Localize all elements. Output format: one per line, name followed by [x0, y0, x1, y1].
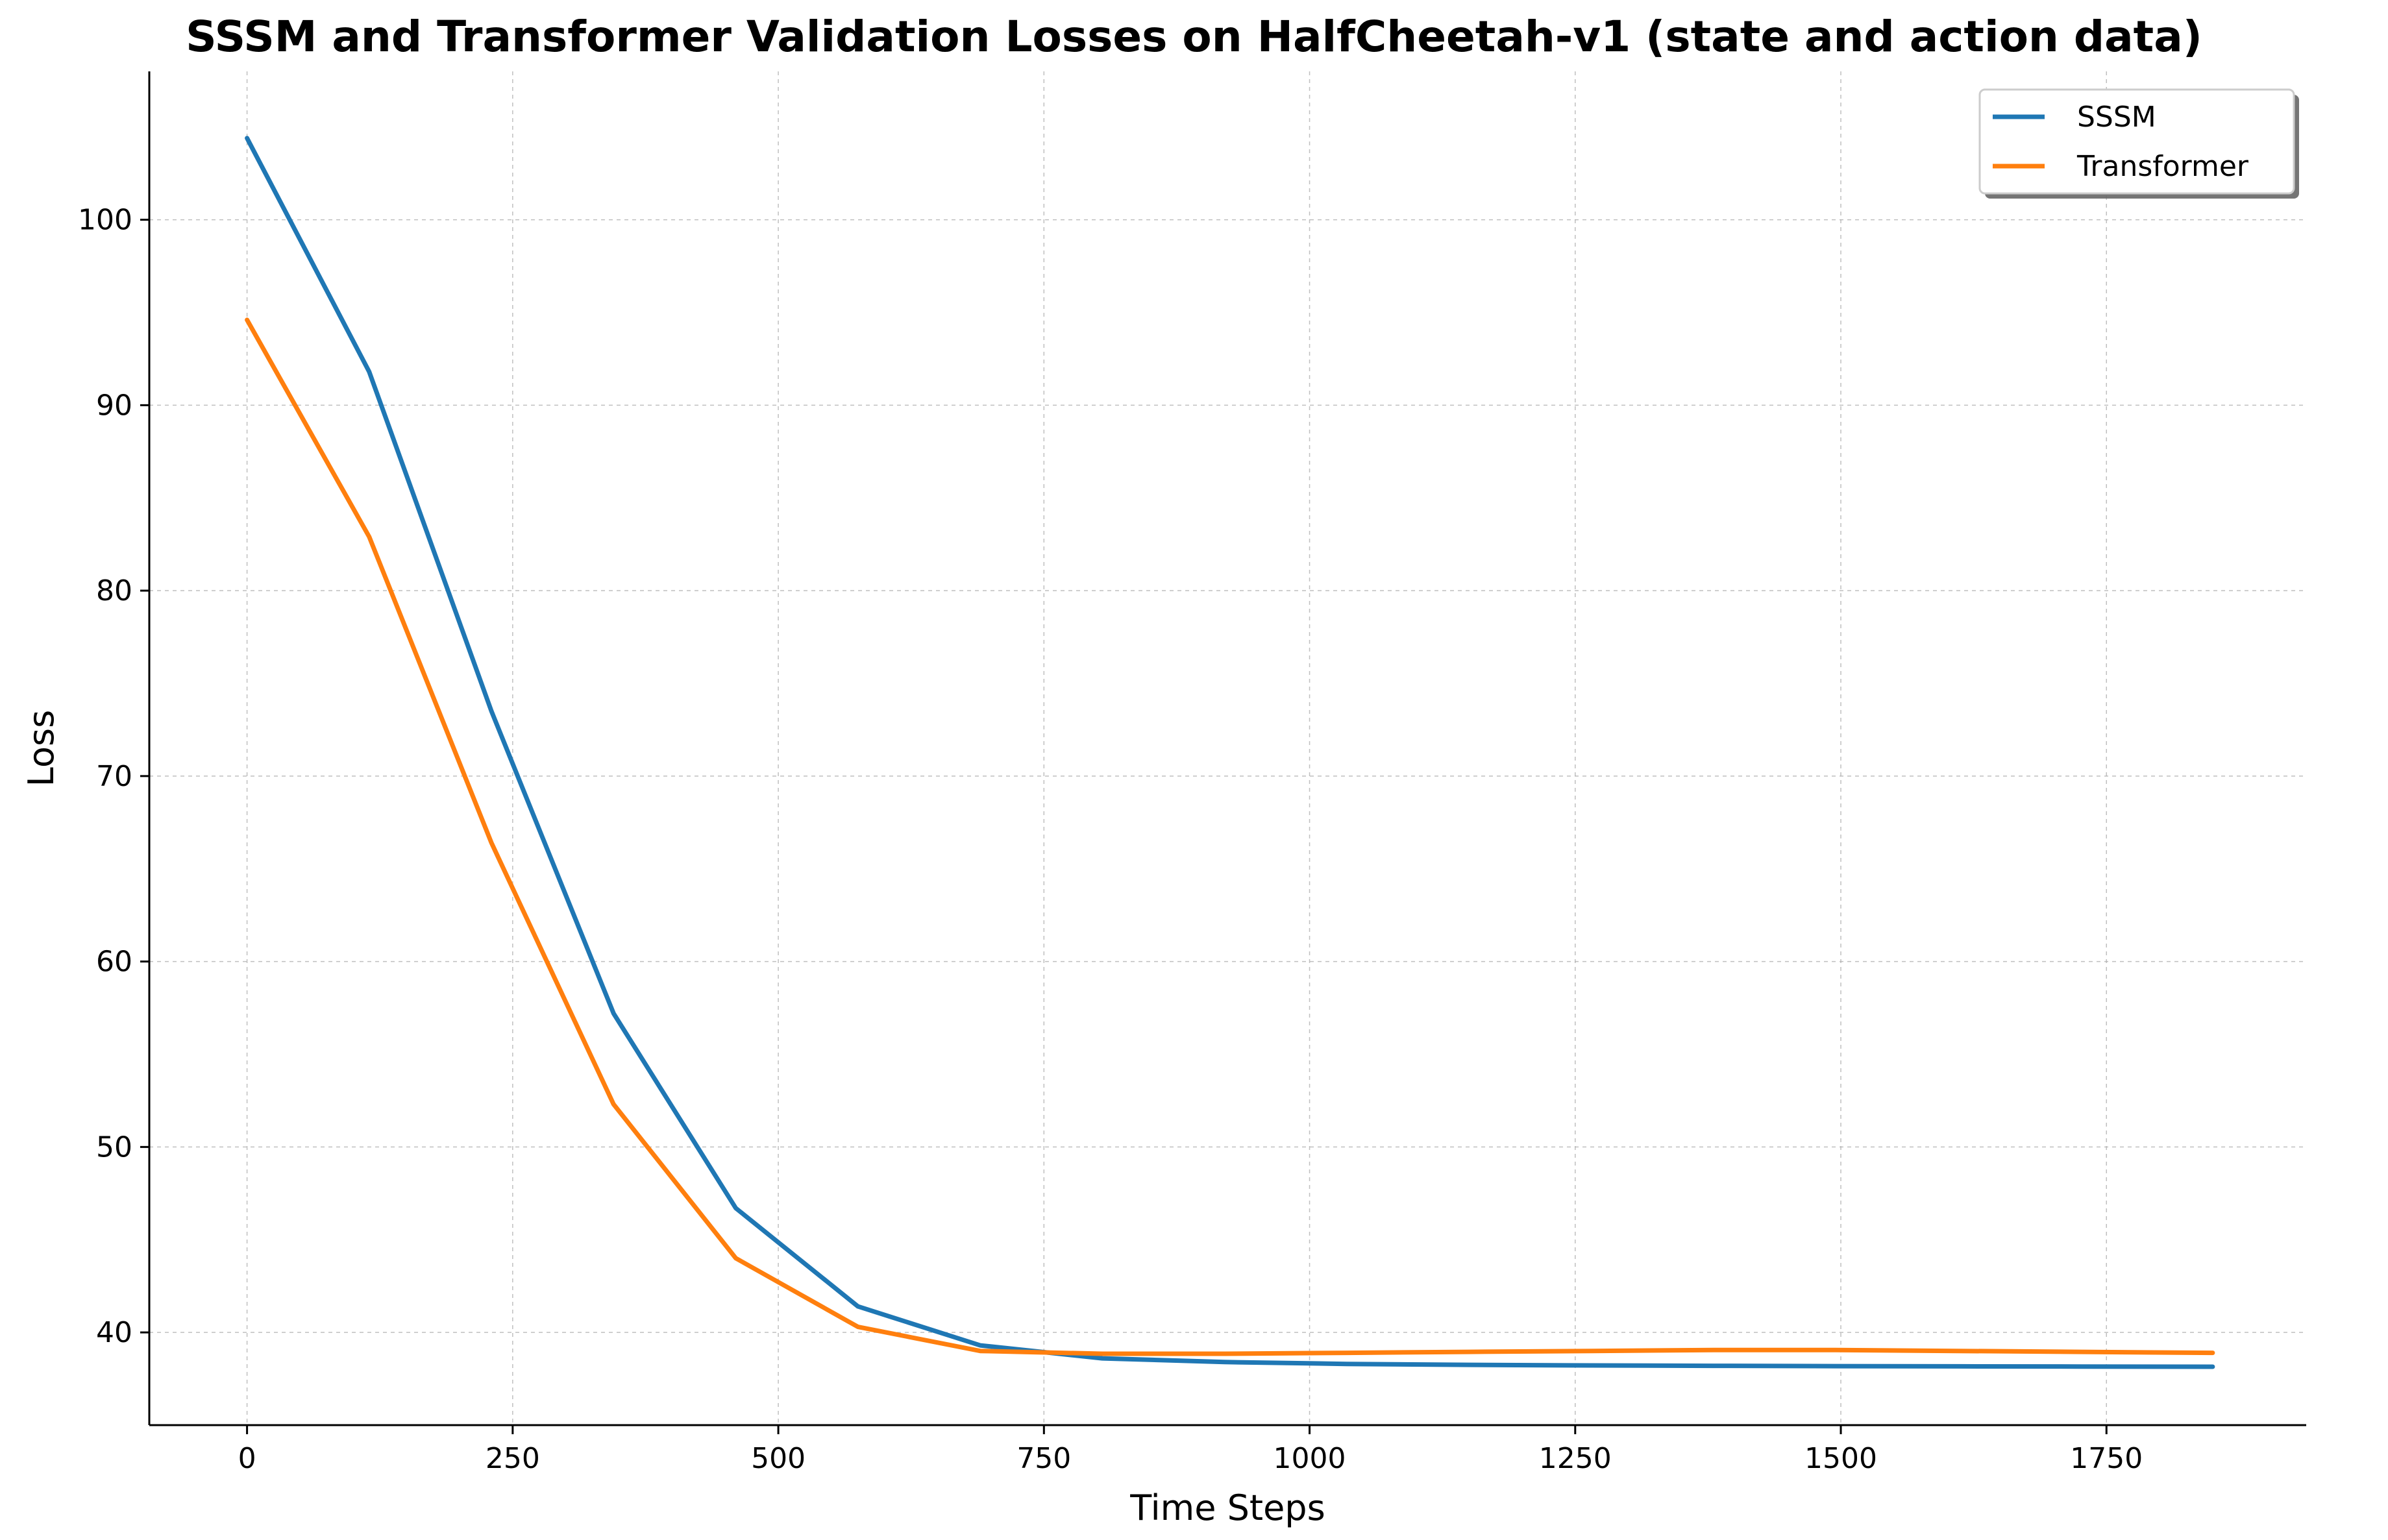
legend-label-transformer: Transformer	[2076, 150, 2249, 183]
chart-title: SSSM and Transformer Validation Losses o…	[186, 12, 2202, 62]
legend: SSSM Transformer	[1978, 88, 2299, 199]
x-tick-label: 0	[238, 1442, 256, 1475]
x-tick-label: 1000	[1274, 1442, 1346, 1475]
y-tick-label: 100	[78, 204, 132, 237]
y-tick-label: 70	[96, 760, 132, 793]
legend-box	[1978, 88, 2295, 195]
series-lines	[245, 136, 2215, 1369]
x-tick-label: 250	[486, 1442, 540, 1475]
y-axis-label: Loss	[21, 710, 62, 787]
grid-lines	[149, 71, 2306, 1425]
series-line-transformer	[245, 317, 2215, 1356]
legend-label-sssm: SSSM	[2077, 101, 2156, 134]
y-tick-label: 60	[96, 946, 132, 979]
y-tick-label: 80	[96, 574, 132, 607]
x-tick-label: 500	[751, 1442, 806, 1475]
y-tick-label: 40	[96, 1316, 132, 1349]
x-tick-label: 1750	[2070, 1442, 2143, 1475]
x-tick-label: 1250	[1539, 1442, 1612, 1475]
x-tick-label: 750	[1016, 1442, 1071, 1475]
series-line-sssm	[245, 136, 2215, 1369]
x-tick-label: 1500	[1804, 1442, 1877, 1475]
x-axis-label: Time Steps	[1129, 1487, 1325, 1528]
y-tick-label: 50	[96, 1131, 132, 1164]
tick-marks: 0 250 500 750 1000 1250 1500 1750 40 50 60 70 80 90 10…	[78, 204, 2143, 1475]
axes	[148, 71, 2306, 1426]
y-tick-label: 90	[96, 389, 132, 422]
